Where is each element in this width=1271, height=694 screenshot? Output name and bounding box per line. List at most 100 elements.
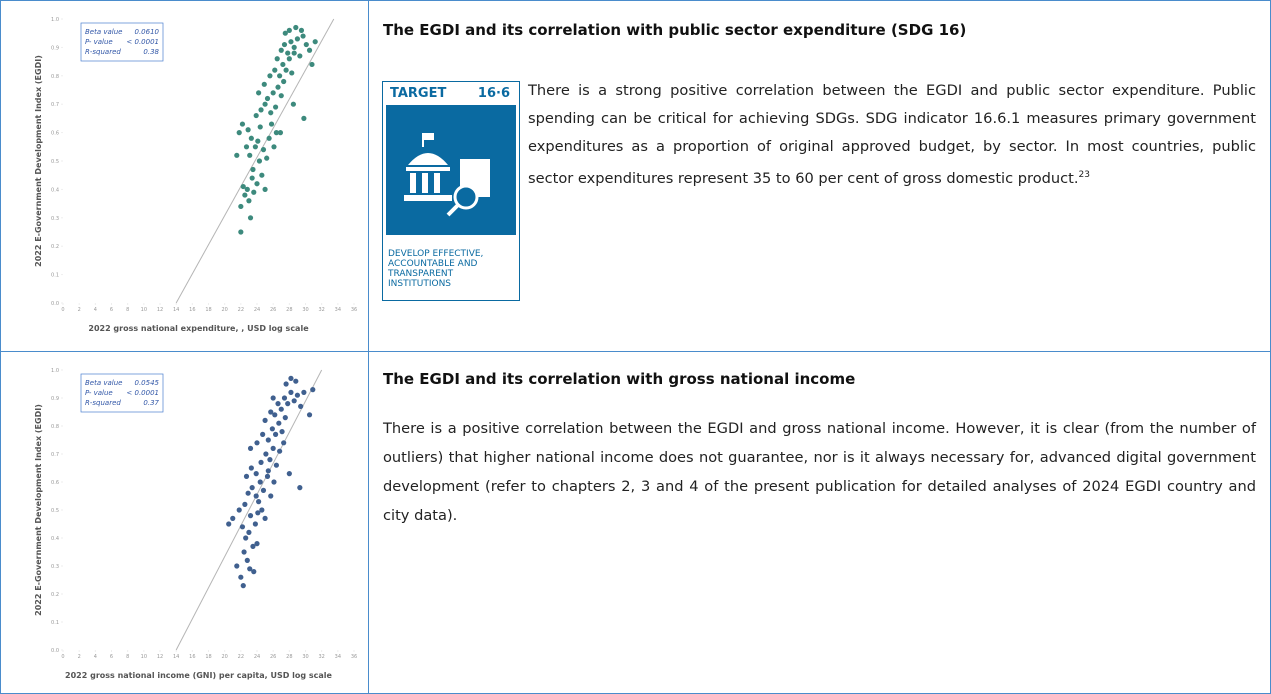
annotation-label: P- value xyxy=(85,389,113,397)
scatter-point xyxy=(253,112,259,119)
scatter-point xyxy=(306,412,313,418)
scatter-point xyxy=(238,203,244,210)
x-tick-label: 12 xyxy=(157,654,163,660)
scatter-point xyxy=(278,406,284,412)
scatter-point xyxy=(264,473,271,479)
scatter-point xyxy=(253,471,259,477)
scatter-point xyxy=(259,507,265,513)
scatter-point xyxy=(269,426,275,432)
scatter-point xyxy=(306,47,313,53)
scatter-point xyxy=(291,44,297,51)
scatter-point xyxy=(254,181,260,187)
footnote-marker: 23 xyxy=(1078,170,1090,180)
scatter-point xyxy=(286,471,292,477)
x-tick-label: 22 xyxy=(238,654,244,660)
icon-magnifier xyxy=(453,184,479,210)
scatter-point xyxy=(250,166,256,173)
scatter-point xyxy=(254,440,260,446)
scatter-point xyxy=(245,127,251,133)
scatter-point xyxy=(282,415,288,421)
x-tick-label: 28 xyxy=(286,307,292,313)
annotation-value: 0.37 xyxy=(143,399,159,407)
scatter-chart: 0.00.10.20.30.40.50.60.70.80.91.00 2 4 6 8 10… xyxy=(34,368,357,680)
scatter-point xyxy=(234,152,240,158)
annotation-box xyxy=(80,22,164,62)
scatter-point xyxy=(264,155,270,161)
scatter-point xyxy=(260,487,267,493)
trend-line xyxy=(175,369,323,651)
section-paragraph: There is a strong positive correlation b… xyxy=(528,77,1256,193)
x-tick-label: 2 xyxy=(78,307,81,313)
annotation-label: P- value xyxy=(85,38,113,46)
x-tick-label: 6 xyxy=(110,307,113,313)
annotation-box xyxy=(80,373,164,413)
x-tick-label: 14 xyxy=(173,654,179,660)
scatter-point xyxy=(238,229,244,235)
scatter-point xyxy=(249,175,255,181)
scatter-point xyxy=(270,445,276,451)
x-tick-label: 26 xyxy=(270,654,276,660)
scatter-point xyxy=(236,507,242,513)
scatter-point xyxy=(244,557,250,563)
scatter-point xyxy=(274,56,280,62)
scatter-point xyxy=(248,465,254,471)
icon-caption: TRANSPARENT xyxy=(387,269,454,279)
y-tick-label: 0.3 xyxy=(51,216,59,222)
annotation-value: 0.0610 xyxy=(135,28,160,36)
x-tick-label: 22 xyxy=(238,307,244,313)
paragraph-text: There is a strong positive correlation b… xyxy=(528,82,1256,187)
y-tick-label: 0.3 xyxy=(51,564,59,570)
icon-handle xyxy=(446,203,460,217)
y-tick-label: 0.4 xyxy=(51,536,59,542)
scatter-point xyxy=(248,135,254,141)
scatter-point xyxy=(270,395,276,401)
scatter-point xyxy=(277,73,283,79)
scatter-point xyxy=(268,493,274,499)
y-tick-label: 0.7 xyxy=(51,102,59,108)
y-tick-label: 0.2 xyxy=(51,592,59,598)
x-tick-label: 26 xyxy=(270,307,276,313)
scatter-point xyxy=(242,192,248,198)
scatter-point xyxy=(243,144,250,150)
scatter-point xyxy=(278,93,284,99)
x-tick-label: 18 xyxy=(205,307,211,313)
y-tick-label: 0.9 xyxy=(51,396,59,402)
icon-caption: ACCOUNTABLE AND xyxy=(388,259,478,269)
x-tick-label: 16 xyxy=(189,307,195,313)
scatter-point xyxy=(293,24,299,31)
scatter-point xyxy=(282,30,288,36)
y-tick-label: 0.6 xyxy=(51,131,59,137)
scatter-point xyxy=(285,401,291,407)
scatter-point xyxy=(251,569,257,575)
scatter-point xyxy=(298,403,304,409)
scatter-point xyxy=(246,529,252,535)
x-tick-label: 8 xyxy=(126,307,129,313)
x-tick-label: 30 xyxy=(302,654,308,660)
scatter-point xyxy=(309,61,315,68)
y-tick-label: 0.0 xyxy=(51,648,59,654)
scatter-point xyxy=(268,121,275,127)
y-tick-label: 0.8 xyxy=(51,74,59,80)
scatter-point xyxy=(300,33,306,39)
scatter-point xyxy=(277,448,283,454)
x-tick-label: 32 xyxy=(318,307,324,313)
text-cell: The EGDI and its correlation with gross … xyxy=(368,351,1271,694)
scatter-point xyxy=(261,81,267,87)
scatter-point xyxy=(286,27,292,33)
sdg-target-icon: TARGET 16·6 DEVELOP EFFECTIVE, ACCOUNTAB… xyxy=(382,81,520,301)
annotation-value: < 0.0001 xyxy=(126,389,159,397)
x-tick-label: 24 xyxy=(254,307,260,313)
annotation-label: Beta value xyxy=(85,379,123,387)
section-paragraph: There is a positive correlation between … xyxy=(383,420,1256,524)
scatter-point xyxy=(252,144,258,150)
scatter-point xyxy=(244,186,250,192)
chart-cell: 0.0 0.1 0.2 0.3 0.4 0.5 0.6 0.7 0.8 0.9 1.0 0 2 4 6 8 10… xyxy=(0,0,369,352)
scatter-point xyxy=(247,152,253,158)
y-tick-label: 0.5 xyxy=(51,159,59,165)
scatter-point xyxy=(289,70,295,76)
scatter-point xyxy=(251,189,257,195)
x-tick-label: 36 xyxy=(351,307,357,313)
scatter-point xyxy=(250,543,256,549)
scatter-point xyxy=(253,493,259,499)
y-axis-label: 2022 E-Government Development Index (EGD… xyxy=(34,55,43,267)
